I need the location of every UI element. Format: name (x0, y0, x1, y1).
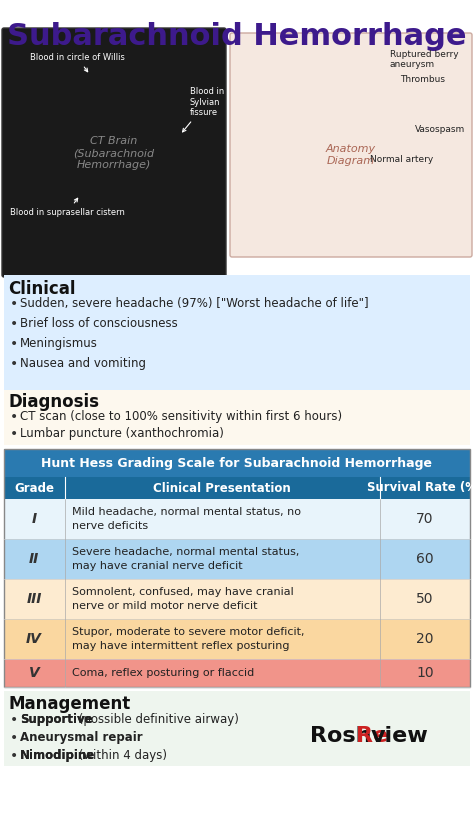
Text: Clinical: Clinical (8, 280, 75, 298)
Text: Normal artery: Normal artery (370, 155, 433, 164)
Text: Sudden, severe headache (97%) ["Worst headache of life"]: Sudden, severe headache (97%) ["Worst he… (20, 297, 369, 310)
Text: Lumbar puncture (xanthochromia): Lumbar puncture (xanthochromia) (20, 427, 224, 440)
Text: •: • (10, 731, 18, 745)
FancyBboxPatch shape (4, 539, 470, 579)
Text: •: • (10, 410, 18, 424)
Text: Vasospasm: Vasospasm (415, 125, 465, 134)
Text: II: II (29, 552, 39, 566)
Text: Stupor, moderate to severe motor deficit,: Stupor, moderate to severe motor deficit… (72, 627, 304, 637)
FancyBboxPatch shape (4, 275, 470, 390)
Text: Mild headache, normal mental status, no: Mild headache, normal mental status, no (72, 507, 301, 517)
Text: Anatomy
Diagram: Anatomy Diagram (326, 144, 376, 165)
Text: Rosh: Rosh (310, 726, 372, 746)
Text: Supportive: Supportive (20, 713, 92, 726)
Text: Diagnosis: Diagnosis (8, 393, 99, 411)
Text: Meningismus: Meningismus (20, 337, 98, 350)
Text: CT Brain
(Subarachnoid
Hemorrhage): CT Brain (Subarachnoid Hemorrhage) (73, 136, 155, 170)
FancyBboxPatch shape (4, 579, 470, 619)
Text: may have intermittent reflex posturing: may have intermittent reflex posturing (72, 641, 290, 651)
Text: I: I (31, 512, 36, 526)
Text: •: • (10, 357, 18, 371)
Text: •: • (10, 749, 18, 763)
FancyBboxPatch shape (4, 477, 470, 499)
Text: nerve or mild motor nerve deficit: nerve or mild motor nerve deficit (72, 601, 257, 611)
Text: Nimodipine: Nimodipine (20, 749, 95, 762)
Text: Nimodipine: Nimodipine (20, 749, 95, 762)
Text: Re: Re (356, 726, 388, 746)
Text: Supportive: Supportive (20, 713, 92, 726)
Text: Blood in suprasellar cistern: Blood in suprasellar cistern (10, 198, 125, 217)
Text: Ruptured berry
aneurysm: Ruptured berry aneurysm (390, 50, 459, 69)
Text: Grade: Grade (14, 482, 54, 495)
FancyBboxPatch shape (230, 33, 472, 257)
Text: Clinical Presentation: Clinical Presentation (153, 482, 291, 495)
FancyBboxPatch shape (4, 659, 470, 687)
Text: Nausea and vomiting: Nausea and vomiting (20, 357, 146, 370)
Text: 70: 70 (416, 512, 434, 526)
FancyBboxPatch shape (4, 390, 470, 445)
Text: Somnolent, confused, may have cranial: Somnolent, confused, may have cranial (72, 587, 294, 597)
FancyBboxPatch shape (4, 619, 470, 659)
Text: Aneurysmal repair: Aneurysmal repair (20, 731, 143, 744)
Text: Subarachnoid Hemorrhage: Subarachnoid Hemorrhage (7, 22, 467, 51)
Text: •: • (10, 713, 18, 727)
Text: 60: 60 (416, 552, 434, 566)
Text: Blood in
Sylvian
fissure: Blood in Sylvian fissure (182, 87, 224, 132)
Text: •: • (10, 337, 18, 351)
Text: Coma, reflex posturing or flaccid: Coma, reflex posturing or flaccid (72, 668, 254, 678)
Text: Blood in circle of Willis: Blood in circle of Willis (30, 53, 125, 72)
Text: IV: IV (26, 632, 42, 646)
FancyBboxPatch shape (4, 691, 470, 766)
Text: •: • (10, 317, 18, 331)
Text: Survival Rate (%): Survival Rate (%) (367, 482, 474, 495)
Text: 50: 50 (416, 592, 434, 606)
Text: Severe headache, normal mental status,: Severe headache, normal mental status, (72, 547, 300, 557)
Text: Hunt Hess Grading Scale for Subarachnoid Hemorrhage: Hunt Hess Grading Scale for Subarachnoid… (42, 456, 432, 469)
Text: III: III (27, 592, 42, 606)
FancyBboxPatch shape (4, 449, 470, 477)
Text: (within 4 days): (within 4 days) (75, 749, 167, 762)
Text: V: V (28, 666, 39, 680)
Text: Brief loss of consciousness: Brief loss of consciousness (20, 317, 178, 330)
FancyBboxPatch shape (4, 499, 470, 539)
Text: may have cranial nerve deficit: may have cranial nerve deficit (72, 561, 243, 571)
Text: 20: 20 (416, 632, 434, 646)
Text: nerve deficits: nerve deficits (72, 521, 148, 531)
Text: CT scan (close to 100% sensitivity within first 6 hours): CT scan (close to 100% sensitivity withi… (20, 410, 342, 423)
Text: •: • (10, 297, 18, 311)
Text: •: • (10, 427, 18, 441)
Text: view: view (371, 726, 429, 746)
FancyBboxPatch shape (2, 28, 226, 277)
Text: Management: Management (8, 695, 130, 713)
Text: Thrombus: Thrombus (400, 75, 445, 84)
Text: 10: 10 (416, 666, 434, 680)
Text: (possible definitive airway): (possible definitive airway) (75, 713, 239, 726)
